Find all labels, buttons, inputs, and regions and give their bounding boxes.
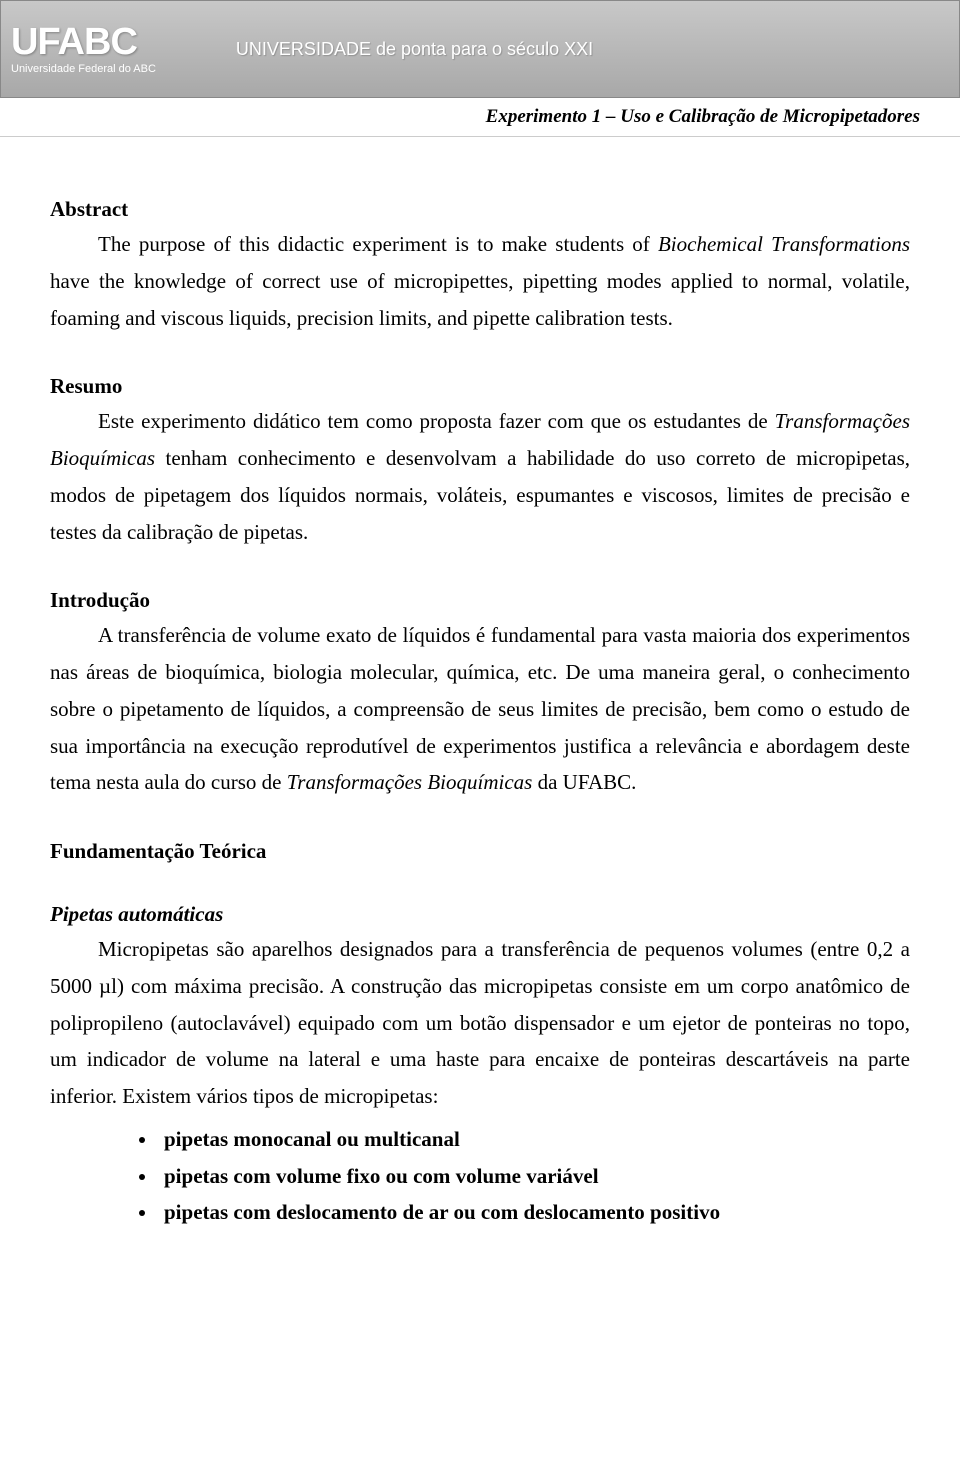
introducao-text-pre: A transferência de volume exato de líqui… (50, 623, 910, 794)
pipetas-body: Micropipetas são aparelhos designados pa… (50, 931, 910, 1115)
document-content: Abstract The purpose of this didactic ex… (0, 137, 960, 1271)
abstract-text-pre: The purpose of this didactic experiment … (98, 232, 658, 256)
logo-subtitle: Universidade Federal do ABC (11, 63, 156, 75)
introducao-text-post: da UFABC. (532, 770, 636, 794)
resumo-text-post: tenham conhecimento e desenvolvam a habi… (50, 446, 910, 544)
resumo-text-pre: Este experimento didático tem como propo… (98, 409, 775, 433)
document-subtitle: Experimento 1 – Uso e Calibração de Micr… (0, 98, 960, 137)
abstract-text-post: have the knowledge of correct use of mic… (50, 269, 910, 330)
introducao-heading: Introdução (50, 588, 910, 613)
logo-text: UFABC (11, 23, 156, 61)
list-item: pipetas com volume fixo ou com volume va… (158, 1158, 910, 1195)
logo-area: UFABC Universidade Federal do ABC (1, 23, 156, 75)
introducao-text-italic: Transformações Bioquímicas (287, 770, 533, 794)
list-item: pipetas monocanal ou multicanal (158, 1121, 910, 1158)
abstract-body: The purpose of this didactic experiment … (50, 226, 910, 336)
introducao-body: A transferência de volume exato de líqui… (50, 617, 910, 801)
pipetas-heading: Pipetas automáticas (50, 902, 910, 927)
fundamentacao-heading: Fundamentação Teórica (50, 839, 910, 864)
resumo-body: Este experimento didático tem como propo… (50, 403, 910, 550)
pipetas-bullet-list: pipetas monocanal ou multicanal pipetas … (50, 1121, 910, 1231)
resumo-heading: Resumo (50, 374, 910, 399)
abstract-text-italic: Biochemical Transformations (658, 232, 910, 256)
header-tagline: UNIVERSIDADE de ponta para o século XXI (236, 39, 593, 60)
abstract-heading: Abstract (50, 197, 910, 222)
list-item: pipetas com deslocamento de ar ou com de… (158, 1194, 910, 1231)
header-banner: UFABC Universidade Federal do ABC UNIVER… (0, 0, 960, 98)
